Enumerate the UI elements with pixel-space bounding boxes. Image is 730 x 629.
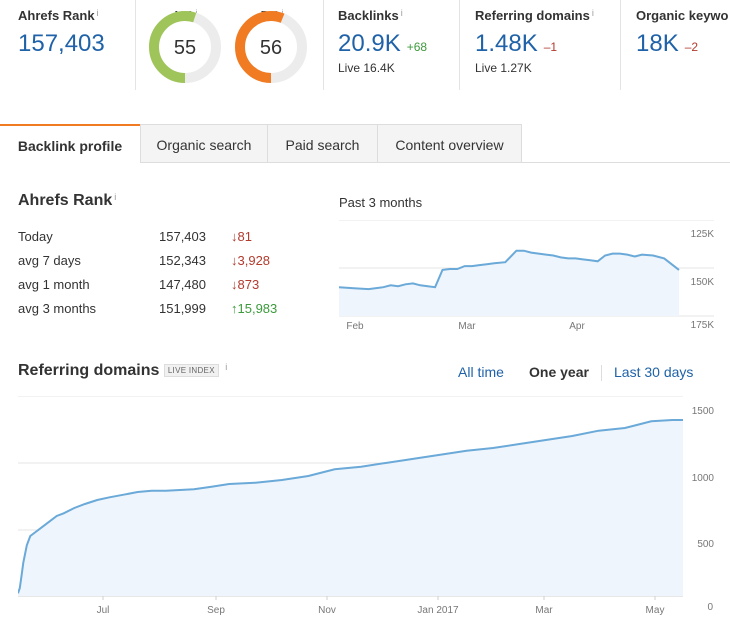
backlinks-live: Live 16.4K	[338, 61, 395, 75]
divider	[620, 0, 621, 90]
live-index-badge: LIVE INDEX	[163, 364, 219, 378]
rank-row-value: 151,999	[159, 301, 206, 316]
backlinks-value[interactable]: 20.9K	[338, 30, 401, 57]
divider	[135, 0, 136, 90]
range-one-year[interactable]: One year	[529, 364, 589, 380]
x-tick-label: Jul	[97, 605, 110, 616]
organic-keywords-delta: –2	[684, 40, 699, 54]
x-tick-label: Sep	[207, 605, 225, 616]
y-tick-label: 500	[697, 539, 714, 550]
metric-organic-keywords: Organic keywo 18K –2	[636, 8, 730, 88]
rank-row-value: 152,343	[159, 253, 206, 268]
referring-domains-delta: –1	[543, 40, 558, 54]
info-icon[interactable]: i	[96, 8, 99, 18]
series-line	[18, 419, 683, 594]
area-fill	[18, 420, 683, 596]
y-tick-label: 0	[707, 602, 713, 613]
range-last-30-days[interactable]: Last 30 days	[614, 364, 694, 380]
ahrefs-rank-value[interactable]: 157,403	[18, 30, 105, 57]
rank-row-value: 157,403	[159, 229, 206, 244]
tab-bar: Backlink profile Organic search Paid sea…	[0, 124, 730, 163]
rank-row-change: ↓81	[231, 229, 252, 244]
series-line	[339, 249, 680, 291]
rank-row-label: avg 3 months	[18, 301, 97, 316]
divider	[601, 365, 602, 381]
backlinks-delta: +68	[406, 40, 428, 54]
rank-row-label: avg 1 month	[18, 277, 90, 292]
up-arrow-icon: ↑	[231, 301, 238, 316]
rank-row-label: Today	[18, 229, 53, 244]
rank-section-title: Ahrefs Rank i	[18, 192, 117, 209]
divider	[459, 0, 460, 90]
area-fill	[339, 250, 679, 316]
ur-gauge-arc	[149, 11, 221, 83]
organic-keywords-value[interactable]: 18K	[636, 30, 679, 57]
tab-backlink-profile[interactable]: Backlink profile	[0, 124, 141, 163]
past-chart-title: Past 3 months	[339, 195, 423, 210]
divider	[323, 0, 324, 90]
rank-row-change: ↓873	[231, 277, 260, 292]
referring-section-title: Referring domains LIVE INDEX i	[18, 362, 228, 379]
tab-content-overview[interactable]: Content overview	[377, 124, 522, 162]
info-icon[interactable]: i	[591, 8, 594, 18]
tab-organic-search[interactable]: Organic search	[140, 124, 268, 162]
referring-domains-label: Referring domains i	[475, 8, 594, 23]
y-tick-label: 175K	[691, 320, 715, 331]
past-3-months-chart[interactable]: 125K 150K 175K Feb Mar Apr	[339, 220, 730, 340]
info-icon[interactable]: i	[225, 362, 228, 372]
ur-gauge[interactable]: 55	[148, 8, 224, 84]
y-tick-label: 125K	[691, 229, 715, 240]
dr-gauge[interactable]: 56	[234, 8, 310, 84]
x-tick-label: Mar	[458, 321, 476, 332]
rank-row-label: avg 7 days	[18, 253, 81, 268]
x-tick-label: Feb	[346, 321, 364, 332]
tab-paid-search[interactable]: Paid search	[267, 124, 378, 162]
x-tick-label: Jan 2017	[417, 605, 459, 616]
organic-keywords-label: Organic keywo	[636, 8, 729, 23]
metric-dr: DR i 56	[234, 8, 310, 88]
y-tick-label: 1000	[692, 473, 715, 484]
x-tick-label: Apr	[569, 321, 585, 332]
info-icon[interactable]: i	[114, 192, 117, 202]
info-icon[interactable]: i	[400, 8, 403, 18]
x-tick-label: May	[646, 605, 665, 616]
referring-domains-live: Live 1.27K	[475, 61, 532, 75]
backlinks-label: Backlinks i	[338, 8, 403, 23]
dr-gauge-arc	[235, 11, 307, 83]
down-arrow-icon: ↓	[231, 277, 238, 292]
ur-value: 55	[174, 37, 196, 59]
rank-row-change: ↓3,928	[231, 253, 271, 268]
rank-row-change: ↑15,983	[231, 301, 278, 316]
y-tick-label: 1500	[692, 406, 715, 417]
referring-domains-chart[interactable]: 0 500 1000 1500 Jul Sep Nov Jan 2017 Mar May	[18, 396, 730, 624]
down-arrow-icon: ↓	[231, 229, 238, 244]
down-arrow-icon: ↓	[231, 253, 238, 268]
dr-value: 56	[260, 37, 282, 59]
metric-ahrefs-rank: Ahrefs Rank i 157,403	[18, 8, 143, 88]
y-tick-label: 150K	[691, 277, 715, 288]
x-tick-label: Mar	[535, 605, 553, 616]
range-all-time[interactable]: All time	[458, 364, 504, 380]
metric-backlinks: Backlinks i 20.9K +68 Live 16.4K	[338, 8, 456, 88]
ahrefs-rank-label: Ahrefs Rank i	[18, 8, 99, 23]
referring-domains-value[interactable]: 1.48K	[475, 30, 538, 57]
metric-referring-domains: Referring domains i 1.48K –1 Live 1.27K	[475, 8, 615, 88]
metric-ur: UR i 55	[148, 8, 224, 88]
rank-row-value: 147,480	[159, 277, 206, 292]
x-tick-label: Nov	[318, 605, 336, 616]
